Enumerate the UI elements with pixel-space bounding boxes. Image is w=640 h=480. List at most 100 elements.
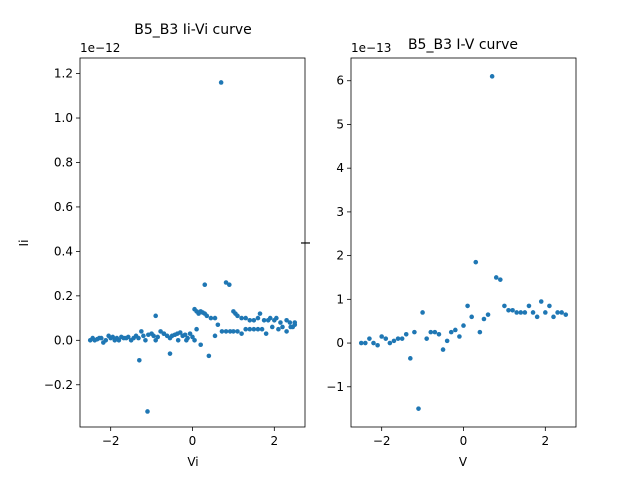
y-tick-label: 4 (336, 161, 344, 175)
data-point (182, 332, 188, 338)
y-axis-label: Ii (17, 240, 31, 247)
y-axis-label: I (299, 241, 313, 245)
y-tick-label: 3 (336, 205, 344, 219)
data-point (379, 334, 384, 339)
data-point (559, 310, 564, 315)
data-point (103, 338, 109, 343)
data-point (235, 313, 240, 319)
data-point (448, 329, 454, 335)
data-point (420, 310, 425, 315)
data-point (235, 329, 240, 334)
data-point (137, 358, 142, 363)
data-point (408, 356, 413, 361)
data-point (184, 338, 189, 343)
data-point (167, 351, 173, 356)
data-point (555, 310, 560, 315)
data-point (522, 310, 528, 315)
data-point (257, 311, 263, 316)
y-tick-label: 2 (336, 249, 344, 263)
data-point (538, 299, 544, 304)
data-point (367, 336, 372, 341)
x-tick-label: −2 (373, 434, 391, 448)
data-point (358, 340, 364, 346)
data-point (251, 318, 257, 323)
y-tick-label: −1 (326, 380, 344, 394)
x-tick-label: 0 (460, 434, 468, 448)
x-tick-label: 2 (270, 434, 278, 448)
y-tick-label: 6 (336, 74, 344, 88)
data-point (280, 324, 285, 330)
data-point (526, 303, 532, 309)
data-point (465, 303, 470, 309)
subplot-i-v: B5_B3 I-V curve 1e−13 V I −2 0 2 −1 0 1 2 3 4 5 6 (299, 37, 577, 469)
data-point (175, 338, 181, 343)
data-point (215, 322, 221, 328)
y-tick-label: −0.2 (44, 378, 73, 392)
data-point (231, 329, 236, 334)
data-point (440, 347, 446, 352)
data-point (424, 336, 429, 341)
x-tick-label: 0 (189, 434, 197, 448)
plot-area: −2 0 2 −1 0 1 2 3 4 5 6 (326, 57, 577, 448)
data-point (223, 329, 229, 334)
data-point (116, 338, 122, 343)
data-point (481, 316, 487, 322)
data-point (151, 333, 156, 339)
x-axis-label: V (459, 455, 468, 469)
y-tick-label: 0.2 (54, 289, 73, 303)
x-tick-label: 2 (541, 434, 549, 448)
data-point (247, 326, 253, 332)
y-tick-label: 5 (336, 117, 344, 131)
data-point (287, 320, 293, 325)
data-point (278, 320, 283, 325)
data-point (243, 315, 248, 321)
data-point (269, 324, 275, 330)
data-point (518, 310, 524, 315)
data-point (218, 80, 224, 85)
data-point (506, 307, 511, 313)
data-point (457, 334, 462, 339)
data-point (530, 310, 536, 315)
x-axis-label: Vi (187, 455, 198, 469)
plot-area: −2 0 2 −0.2 0.0 0.2 0.4 0.6 0.8 1.0 1.2 (44, 57, 306, 448)
data-point (534, 314, 540, 320)
data-point (563, 312, 569, 317)
data-point (395, 336, 401, 341)
data-point (255, 326, 261, 332)
data-point (292, 320, 298, 325)
data-point (473, 259, 479, 265)
data-point (206, 353, 212, 359)
data-point (444, 338, 450, 344)
chart-title: B5_B3 Ii-Vi curve (134, 22, 252, 38)
data-point (155, 334, 161, 340)
data-point (143, 338, 148, 343)
data-point (263, 331, 269, 336)
series (87, 80, 298, 414)
data-point (190, 334, 195, 340)
data-point (267, 315, 273, 321)
y-tick-label: 0.6 (54, 200, 73, 214)
data-point (477, 329, 483, 335)
y-tick-label: 0.0 (54, 333, 73, 347)
data-point (543, 310, 548, 315)
subplot-ii-vi: B5_B3 Ii-Vi curve 1e−12 Vi Ii −2 0 2 −0.2 0.… (17, 22, 306, 469)
data-point (510, 307, 515, 313)
data-point (239, 331, 244, 336)
chart-title: B5_B3 I-V curve (408, 37, 518, 53)
data-point (198, 342, 203, 348)
y-tick-label: 0.4 (54, 244, 73, 258)
data-point (363, 340, 368, 346)
data-point (288, 324, 293, 330)
data-point (498, 277, 503, 282)
data-point (125, 334, 131, 340)
data-point (453, 327, 458, 333)
data-point (98, 335, 104, 341)
data-point (227, 329, 233, 334)
data-point (139, 329, 144, 334)
data-point (136, 335, 141, 341)
data-point (202, 282, 208, 288)
data-point (276, 326, 281, 332)
y-offset-text: 1e−13 (351, 41, 391, 55)
data-point (212, 333, 218, 339)
